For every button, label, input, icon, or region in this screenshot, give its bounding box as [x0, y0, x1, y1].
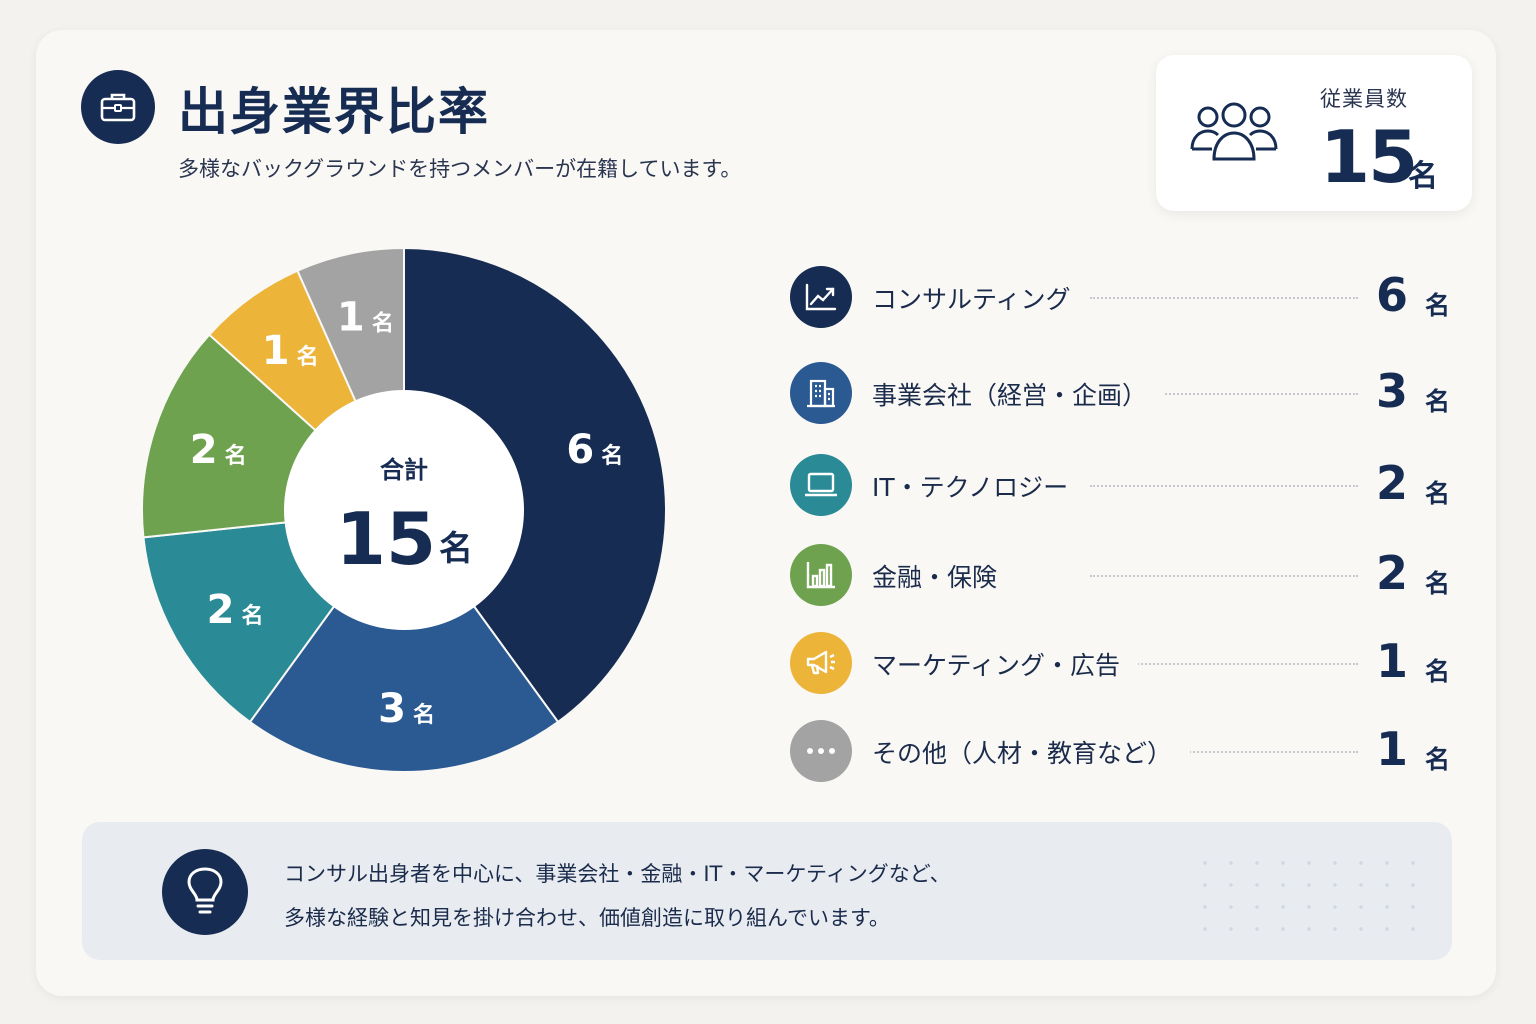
slice-label-3: 2 [207, 587, 235, 633]
more-dots-icon [790, 720, 852, 782]
legend-row: 事業会社（経営・企画） 3 名 [790, 362, 1456, 424]
legend-value: 3 [1375, 364, 1408, 418]
slice-label-6: 1 [337, 294, 365, 340]
employee-count-value: 15 [1320, 115, 1418, 199]
legend-label: 事業会社（経営・企画） [872, 376, 1166, 412]
leader-dots [1090, 575, 1358, 577]
legend-row: その他（人材・教育など） 1 名 [790, 720, 1456, 782]
legend-unit: 名 [1424, 387, 1450, 416]
legend-label: コンサルティング [872, 280, 1089, 316]
legend-unit: 名 [1424, 745, 1450, 774]
employee-count-card: 従業員数 15 名 [1156, 55, 1472, 211]
note-text: コンサル出身者を中心に、事業会社・金融・IT・マーケティングなど、 多様な経験と… [284, 852, 951, 940]
slice-unit-6: 名 [372, 310, 394, 336]
slice-unit-5: 名 [297, 344, 319, 370]
slice-unit-3: 名 [242, 603, 264, 629]
page-subtitle: 多様なバックグラウンドを持つメンバーが在籍しています。 [178, 157, 742, 181]
legend-value: 2 [1375, 456, 1408, 510]
leader-dots [1090, 751, 1358, 753]
slice-label-4: 2 [190, 427, 218, 473]
slice-unit-2: 名 [413, 702, 435, 728]
megaphone-icon [790, 632, 852, 694]
slice-label-5: 1 [262, 328, 290, 374]
laptop-icon [790, 454, 852, 516]
slice-label-2: 3 [378, 686, 406, 732]
lightbulb-icon [162, 849, 248, 935]
leader-dots [1090, 663, 1358, 665]
legend-row: 金融・保険 2 名 [790, 544, 1456, 606]
page-title: 出身業界比率 [178, 83, 490, 141]
legend-label: その他（人材・教育など） [872, 734, 1191, 770]
legend-row: IT・テクノロジー 2 名 [790, 454, 1456, 516]
leader-dots [1090, 393, 1358, 395]
slice-unit-1: 名 [601, 443, 623, 469]
legend-value: 1 [1375, 722, 1408, 776]
legend-unit: 名 [1424, 569, 1450, 598]
people-icon [1186, 101, 1282, 169]
employee-count-label: 従業員数 [1320, 87, 1408, 111]
leader-dots [1090, 485, 1358, 487]
legend-value: 6 [1375, 268, 1408, 322]
legend-label: 金融・保険 [872, 558, 1016, 594]
legend-row: マーケティング・広告 1 名 [790, 632, 1456, 694]
slice-unit-4: 名 [225, 443, 247, 469]
donut-hole [284, 390, 524, 630]
slice-label-1: 6 [566, 427, 594, 473]
pie-slice-1 [403, 246, 667, 724]
building-icon [790, 362, 852, 424]
employee-count-unit: 名 [1408, 159, 1438, 194]
legend-value: 1 [1375, 634, 1408, 688]
line-chart-icon [790, 266, 852, 328]
legend-unit: 名 [1424, 479, 1450, 508]
summary-note: コンサル出身者を中心に、事業会社・金融・IT・マーケティングなど、 多様な経験と… [82, 822, 1452, 960]
note-line-2: 多様な経験と知見を掛け合わせ、価値創造に取り組んでいます。 [284, 906, 890, 930]
legend-label: マーケティング・広告 [872, 646, 1139, 682]
briefcase-icon [81, 70, 155, 144]
legend-unit: 名 [1424, 657, 1450, 686]
note-line-1: コンサル出身者を中心に、事業会社・金融・IT・マーケティングなど、 [284, 862, 951, 886]
legend-row: コンサルティング 6 名 [790, 266, 1456, 328]
legend-label: IT・テクノロジー [872, 468, 1087, 504]
pie-slice-2 [248, 508, 560, 773]
dot-pattern [1192, 852, 1422, 942]
center-value: 15 [336, 497, 436, 581]
leader-dots [1090, 297, 1358, 299]
bar-chart-icon [790, 544, 852, 606]
center-label: 合計 [380, 456, 428, 484]
center-unit: 名 [439, 529, 473, 569]
legend-unit: 名 [1424, 291, 1450, 320]
legend-value: 2 [1375, 546, 1408, 600]
